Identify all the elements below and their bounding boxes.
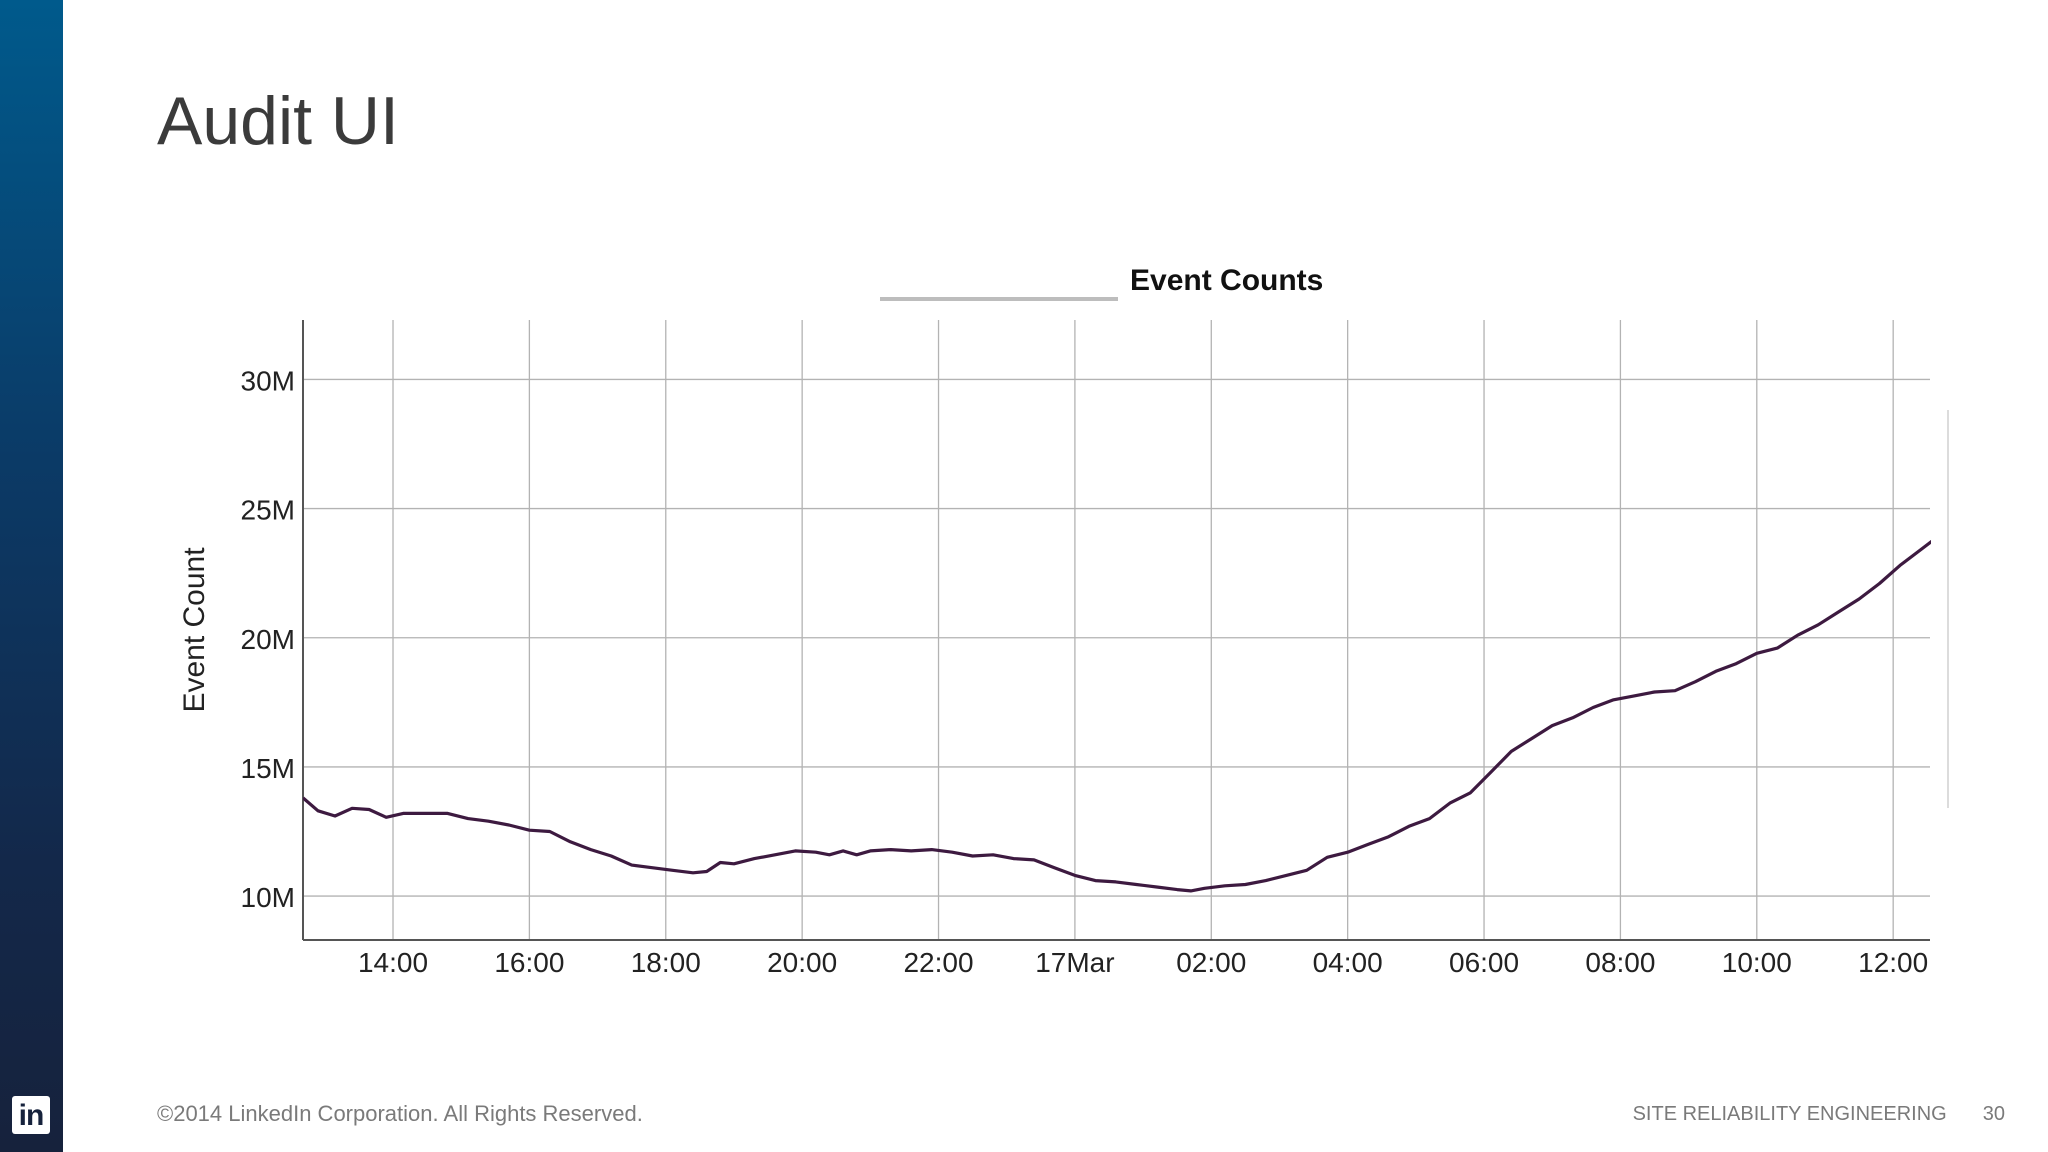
x-tick-label: 20:00 [767, 947, 837, 978]
x-tick-label: 10:00 [1722, 947, 1792, 978]
y-tick-label: 15M [241, 753, 295, 784]
y-tick-label: 10M [241, 882, 295, 913]
y-axis-label: Event Count [178, 547, 211, 713]
x-tick-label: 18:00 [631, 947, 701, 978]
y-tick-label: 30M [241, 365, 295, 396]
x-tick-label: 04:00 [1313, 947, 1383, 978]
chart-series [303, 539, 1931, 893]
chart-axes [302, 320, 1930, 941]
chart-ticks: 10M 15M 20M 25M 30M 14:00 16:00 18:00 20:00 22:00… [241, 365, 1929, 978]
series-line-primary [303, 539, 1931, 893]
x-tick-label: 12:00 [1858, 947, 1928, 978]
chart-grid [303, 320, 1930, 940]
page-number: 30 [1982, 1103, 2005, 1125]
section-label: SITE RELIABILITY ENGINEERING [1632, 1103, 1947, 1125]
x-tick-label: 22:00 [903, 947, 973, 978]
slide-title: Audit UI [157, 83, 399, 159]
event-counts-chart: 10M 15M 20M 25M 30M 14:00 16:00 18:00 20:00 22:00… [178, 264, 1949, 978]
sidebar-band: in [0, 0, 63, 1152]
linkedin-logo-icon: in [12, 1096, 50, 1134]
x-tick-label: 06:00 [1449, 947, 1519, 978]
y-tick-label: 25M [241, 495, 295, 526]
y-tick-label: 20M [241, 624, 295, 655]
chart-title: Event Counts [1130, 264, 1323, 297]
footer-right: SITE RELIABILITY ENGINEERING 30 [1633, 1103, 2005, 1126]
x-tick-label: 02:00 [1176, 947, 1246, 978]
copyright-text: ©2014 LinkedIn Corporation. All Rights R… [157, 1101, 643, 1126]
x-tick-label: 16:00 [494, 947, 564, 978]
x-tick-label: 08:00 [1585, 947, 1655, 978]
x-tick-label: 14:00 [358, 947, 428, 978]
x-tick-label: 17Mar [1035, 947, 1114, 978]
